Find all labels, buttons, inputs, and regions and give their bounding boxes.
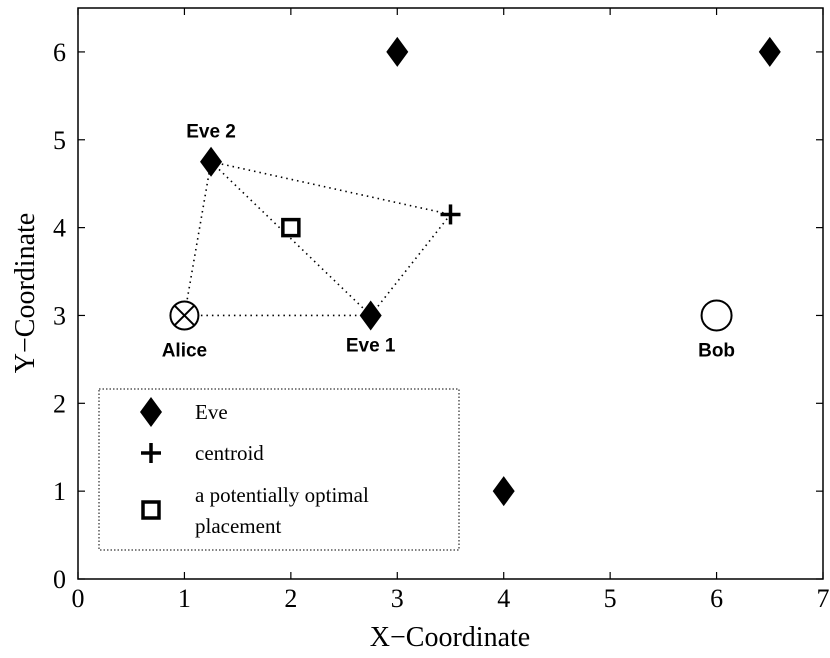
diamond-marker xyxy=(200,146,223,177)
x-tick-label: 7 xyxy=(817,584,830,613)
x-tick-label: 3 xyxy=(391,584,404,613)
legend-square-marker xyxy=(141,500,161,520)
point-label: Eve 2 xyxy=(186,122,236,143)
diamond-marker xyxy=(758,36,781,67)
plus-marker xyxy=(440,204,461,225)
y-tick-label: 1 xyxy=(53,477,66,506)
point-label: Bob xyxy=(698,340,735,361)
points-layer xyxy=(169,36,781,507)
point-label: Eve 1 xyxy=(346,335,396,356)
diamond-marker xyxy=(492,476,515,507)
x-tick-label: 5 xyxy=(604,584,617,613)
x-tick-label: 6 xyxy=(710,584,723,613)
y-tick-label: 4 xyxy=(53,214,66,243)
y-axis-label: Y−Coordinate xyxy=(10,213,41,373)
y-tick-label: 0 xyxy=(53,565,66,594)
dotted-connector-line xyxy=(210,160,451,216)
square-marker xyxy=(281,217,301,238)
legend-label: a potentially optimal xyxy=(195,483,369,507)
dotted-connector-line xyxy=(370,213,452,316)
dotted-connector-line xyxy=(210,161,372,317)
bob-marker xyxy=(700,299,733,332)
dotted-lines-layer xyxy=(183,160,452,317)
legend-label: centroid xyxy=(195,441,264,465)
legend: Eve centroid a potentially optimal placeme… xyxy=(98,388,460,551)
y-tick-label: 5 xyxy=(53,126,66,155)
x-tick-label: 0 xyxy=(72,584,85,613)
axes-frame xyxy=(77,7,824,580)
dotted-connector-line xyxy=(183,161,212,316)
point-label: Alice xyxy=(162,340,207,361)
diamond-marker xyxy=(359,300,382,331)
x-tick-label: 2 xyxy=(284,584,297,613)
legend-diamond-marker xyxy=(140,397,162,427)
legend-plus-marker xyxy=(141,443,161,463)
x-tick-label: 1 xyxy=(178,584,191,613)
x-axis-label: X−Coordinate xyxy=(370,622,530,653)
x-tick-label: 4 xyxy=(497,584,510,613)
alice-marker xyxy=(169,300,200,331)
legend-label: placement xyxy=(195,514,281,538)
legend-label: Eve xyxy=(195,400,228,424)
y-tick-label: 2 xyxy=(53,389,66,418)
ticks-layer: 0 1 2 3 4 5 6 7 0 1 2 3 4 5 6 xyxy=(53,8,830,613)
y-tick-label: 6 xyxy=(53,38,66,67)
diamond-marker xyxy=(386,36,409,67)
point-labels-layer: Eve 2 Eve 1 Alice Bob xyxy=(162,122,735,362)
y-tick-label: 3 xyxy=(53,301,66,330)
